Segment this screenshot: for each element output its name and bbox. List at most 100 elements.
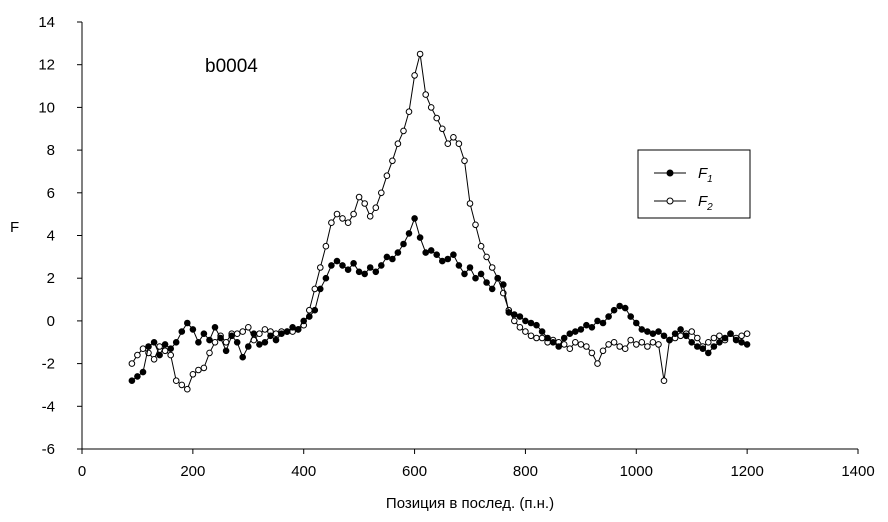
data-point-f1 xyxy=(505,309,513,316)
data-point-f1 xyxy=(300,317,308,325)
data-point-f2 xyxy=(333,210,341,218)
data-point-f1 xyxy=(688,339,696,346)
data-point-f1 xyxy=(339,262,346,269)
data-point-f1 xyxy=(538,328,546,335)
data-point-f1 xyxy=(455,262,463,269)
data-point-f1 xyxy=(145,343,152,350)
data-point-f2 xyxy=(400,127,407,135)
data-point-f2 xyxy=(610,339,618,346)
y-axis-label: F xyxy=(10,219,19,236)
data-point-f1 xyxy=(699,345,707,353)
data-point-f2 xyxy=(239,328,246,335)
data-point-f2 xyxy=(461,157,468,165)
data-point-f2 xyxy=(516,324,524,331)
data-point-f2 xyxy=(560,341,568,348)
legend-marker-f1 xyxy=(666,169,674,177)
data-point-f1 xyxy=(666,336,673,344)
y-tick-label: -2 xyxy=(42,356,55,373)
data-point-f1 xyxy=(217,334,224,342)
data-point-f2 xyxy=(533,334,540,342)
data-point-f2 xyxy=(233,330,241,338)
x-tick-label: 400 xyxy=(291,463,316,480)
data-point-f1 xyxy=(721,334,729,342)
data-point-f1 xyxy=(660,332,668,340)
x-tick-label: 0 xyxy=(78,463,86,480)
data-point-f1 xyxy=(549,339,557,346)
data-point-f1 xyxy=(682,332,690,340)
data-point-f1 xyxy=(461,270,468,278)
y-tick-label: 8 xyxy=(47,142,55,159)
data-point-f1 xyxy=(500,281,507,288)
data-point-f2 xyxy=(405,108,413,115)
data-point-f2 xyxy=(422,91,430,98)
data-point-f1 xyxy=(610,306,618,314)
data-point-f1 xyxy=(477,270,485,278)
data-point-f1 xyxy=(560,334,568,342)
data-point-f1 xyxy=(705,349,712,357)
series-line-f2 xyxy=(131,53,748,391)
legend-entry-f1: F1 xyxy=(654,165,713,185)
data-point-f2 xyxy=(322,242,330,250)
x-ticks: 0 200 400 600 800 1000 1200 1400 xyxy=(78,449,875,480)
data-point-f1 xyxy=(533,321,540,329)
data-point-f2 xyxy=(344,219,352,226)
data-point-f1 xyxy=(184,319,191,327)
data-point-f2 xyxy=(172,377,180,385)
y-tick-label: 12 xyxy=(38,57,55,74)
data-point-f2 xyxy=(522,328,529,335)
series-f2 xyxy=(128,50,751,393)
data-point-f2 xyxy=(433,114,441,122)
data-point-f1 xyxy=(439,257,446,265)
legend-label-f1-sub: 1 xyxy=(707,174,713,185)
data-point-f2 xyxy=(677,332,684,340)
data-point-f1 xyxy=(366,264,374,271)
data-point-f1 xyxy=(172,339,180,346)
data-point-f2 xyxy=(472,221,479,229)
data-point-f1 xyxy=(621,304,629,312)
data-point-f1 xyxy=(167,345,174,353)
data-point-f2 xyxy=(483,253,490,261)
data-point-f1 xyxy=(239,353,246,361)
data-point-f1 xyxy=(256,341,263,348)
data-point-f2 xyxy=(378,189,385,197)
data-point-f2 xyxy=(633,341,640,348)
data-point-f1 xyxy=(638,326,646,333)
legend: F1 F2 xyxy=(637,149,751,219)
y-tick-label: -4 xyxy=(42,398,55,415)
data-point-f2 xyxy=(455,140,463,147)
data-point-f2 xyxy=(616,343,624,350)
data-point-f1 xyxy=(272,336,280,344)
data-point-f2 xyxy=(150,356,158,363)
data-point-f1 xyxy=(206,336,213,344)
y-ticks: -6 -4 -2 0 2 4 6 8 10 12 14 xyxy=(38,14,82,458)
data-point-f1 xyxy=(488,285,496,293)
data-point-f2 xyxy=(566,345,574,353)
data-point-f1 xyxy=(633,319,640,327)
data-point-f1 xyxy=(322,274,330,282)
data-point-f1 xyxy=(522,317,529,325)
data-point-f1 xyxy=(150,339,158,346)
data-point-f2 xyxy=(317,264,324,271)
data-point-f1 xyxy=(588,324,596,331)
data-point-f1 xyxy=(134,373,141,380)
data-point-f2 xyxy=(688,328,696,335)
data-point-f2 xyxy=(355,193,363,201)
data-point-f2 xyxy=(211,339,219,346)
data-point-f2 xyxy=(200,364,208,372)
data-point-f1 xyxy=(644,328,651,335)
x-axis-label: Позиция в послед. (п.н.) xyxy=(386,495,554,512)
data-point-f1 xyxy=(694,343,701,350)
series-line-f1 xyxy=(131,216,748,382)
data-point-f1 xyxy=(361,270,369,278)
data-point-f1 xyxy=(572,328,579,335)
data-point-f1 xyxy=(411,215,418,222)
data-point-f1 xyxy=(200,330,208,338)
data-point-f2 xyxy=(450,134,457,141)
legend-label-f1-base: F xyxy=(698,165,708,182)
data-point-f2 xyxy=(588,349,596,357)
data-point-f1 xyxy=(727,330,734,338)
data-point-f1 xyxy=(156,351,163,359)
data-point-f2 xyxy=(156,343,163,350)
data-point-f1 xyxy=(195,339,202,346)
data-point-f2 xyxy=(660,377,668,385)
